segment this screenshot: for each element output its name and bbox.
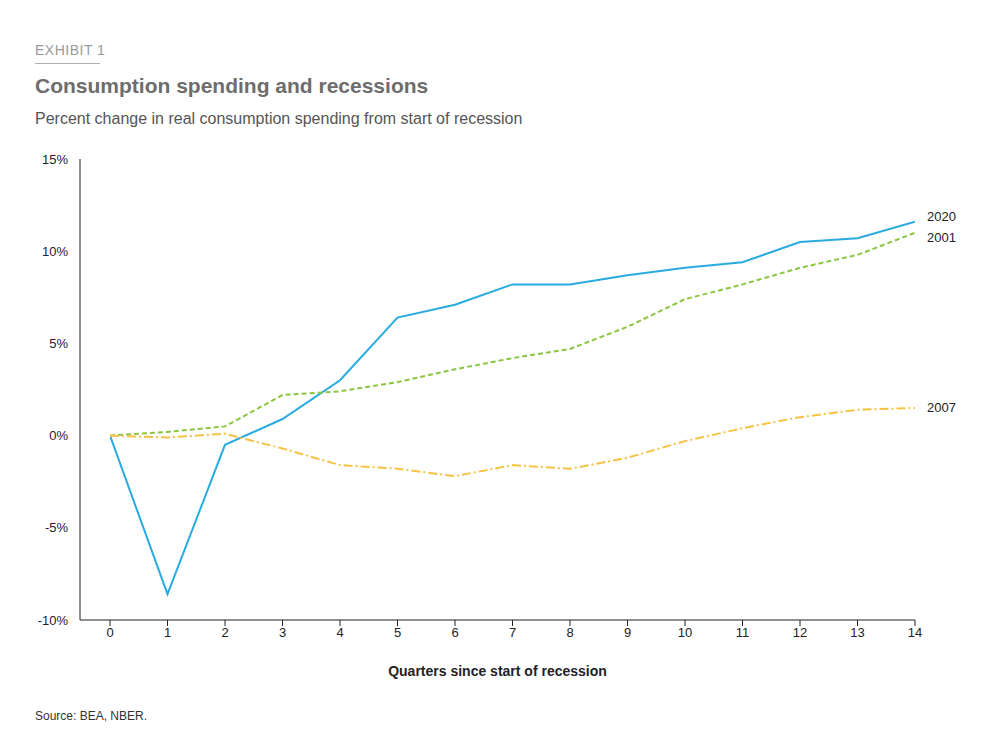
svg-text:7: 7 bbox=[509, 625, 516, 640]
html-text:Percent change in real consump: Percent change in real consumption spend… bbox=[35, 110, 523, 127]
svg-text:2001: 2001 bbox=[927, 230, 956, 245]
svg-text:0: 0 bbox=[106, 625, 113, 640]
svg-text:4: 4 bbox=[336, 625, 343, 640]
svg-text:Quarters since start of recess: Quarters since start of recession bbox=[388, 663, 607, 679]
svg-text:5%: 5% bbox=[49, 336, 68, 351]
svg-text:15%: 15% bbox=[42, 152, 68, 167]
svg-text:6: 6 bbox=[451, 625, 458, 640]
svg-text:5: 5 bbox=[394, 625, 401, 640]
svg-text:12: 12 bbox=[793, 625, 807, 640]
svg-text:0%: 0% bbox=[49, 428, 68, 443]
svg-text:2007: 2007 bbox=[927, 400, 956, 415]
svg-text:1: 1 bbox=[164, 625, 171, 640]
svg-text:11: 11 bbox=[736, 625, 750, 640]
svg-text:-10%: -10% bbox=[38, 613, 69, 628]
svg-text:-5%: -5% bbox=[45, 520, 69, 535]
html-text:EXHIBIT 1: EXHIBIT 1 bbox=[35, 42, 106, 58]
svg-text:14: 14 bbox=[908, 625, 922, 640]
svg-text:2020: 2020 bbox=[927, 209, 956, 224]
svg-text:13: 13 bbox=[850, 625, 864, 640]
svg-text:2: 2 bbox=[221, 625, 228, 640]
html-text:Consumption spending and reces: Consumption spending and recessions bbox=[35, 74, 429, 97]
svg-text:10%: 10% bbox=[42, 244, 68, 259]
svg-text:10: 10 bbox=[678, 625, 692, 640]
svg-text:9: 9 bbox=[624, 625, 631, 640]
svg-text:8: 8 bbox=[566, 625, 573, 640]
svg-text:3: 3 bbox=[279, 625, 286, 640]
html-text:Source: BEA, NBER.: Source: BEA, NBER. bbox=[35, 709, 147, 723]
